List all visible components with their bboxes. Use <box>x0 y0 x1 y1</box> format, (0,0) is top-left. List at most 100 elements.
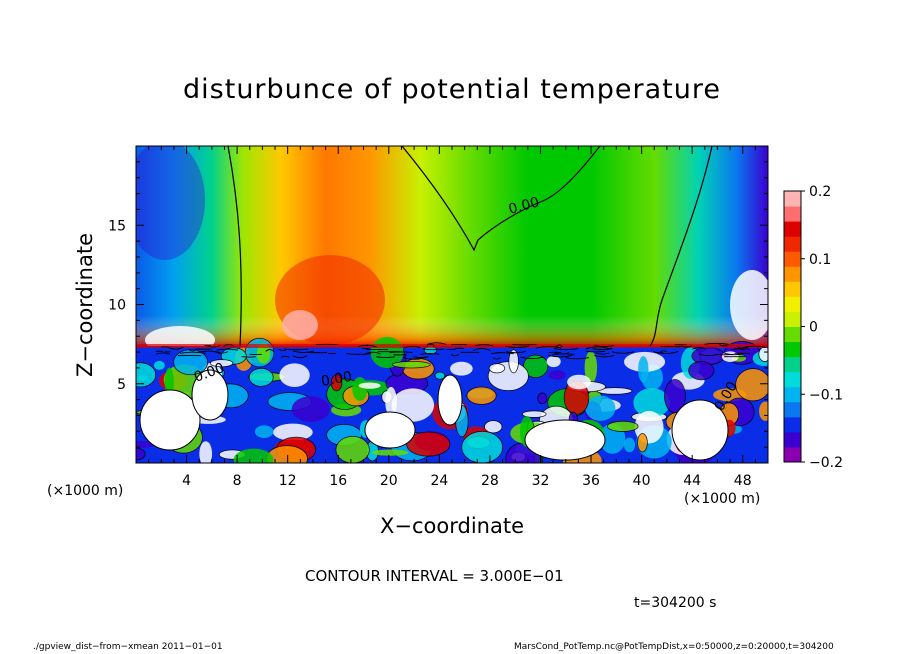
interface-contour <box>413 356 429 359</box>
interface-contour <box>536 346 562 349</box>
interface-contour <box>585 346 610 350</box>
turbulent-blob <box>567 374 591 390</box>
turbulent-blob <box>371 449 409 456</box>
x-tick-label: 44 <box>683 473 701 489</box>
interface-contour <box>213 351 229 354</box>
white-plume <box>437 374 463 426</box>
interface-contour <box>592 348 613 351</box>
turbulent-blob <box>406 431 451 457</box>
colorbar: 0.2 0.1 0 −0.1 −0.2 <box>783 184 843 471</box>
turbulent-blob <box>688 361 715 381</box>
interface-contour <box>422 348 445 351</box>
turbulent-blob <box>584 351 598 384</box>
interface-contour <box>490 352 514 355</box>
turbulent-blob <box>537 392 548 405</box>
interface-contour <box>681 345 693 348</box>
colorbar-swatch <box>784 296 801 312</box>
turbulent-blob <box>638 356 649 383</box>
turbulent-blob <box>759 401 768 421</box>
footer-right: MarsCond_PotTemp.nc@PotTempDist,x=0:5000… <box>514 642 834 652</box>
turbulent-blob <box>637 433 648 453</box>
colorbar-swatch <box>784 341 801 358</box>
interface-contour <box>188 349 197 352</box>
x-axis-unit-right: (×1000 m) <box>684 491 761 507</box>
z-tick-label: 15 <box>108 218 126 234</box>
contour-label-2: 0.00 <box>320 369 353 390</box>
zero-contour-right <box>649 146 713 347</box>
colorbar-swatch <box>784 191 801 207</box>
white-plume <box>191 369 229 421</box>
x-axis-label: X−coordinate <box>0 514 904 538</box>
upper-field-shading <box>136 146 768 346</box>
interface-contour <box>554 348 579 351</box>
colorbar-tick-label: 0.1 <box>809 252 831 268</box>
interface-contour <box>737 346 749 349</box>
turbulent-blob <box>256 343 271 364</box>
heatmap-field <box>136 146 768 463</box>
white-patch-right <box>730 270 768 340</box>
x-tick-label: 32 <box>532 473 550 489</box>
chart-title: disturbunce of potential temperature <box>183 74 721 105</box>
interface-contour <box>704 342 729 345</box>
interface-contour <box>312 351 328 354</box>
turbulent-blob <box>546 355 561 368</box>
colorbar-swatch <box>784 251 801 267</box>
turbulent-blob <box>521 410 547 418</box>
turbulent-blob <box>248 367 274 387</box>
colorbar-swatch <box>784 326 801 343</box>
interface-contour <box>205 344 221 348</box>
turbulent-blob <box>585 395 616 421</box>
colorbar-tick-label: −0.2 <box>809 455 843 471</box>
turbulent-blob <box>330 374 343 392</box>
turbulent-blob <box>548 370 567 381</box>
interface-contour <box>594 344 615 348</box>
interface-contour <box>505 346 529 348</box>
x-tick-label: 12 <box>279 473 297 489</box>
x-tick-label: 40 <box>633 473 651 489</box>
interface-contour <box>280 355 290 358</box>
interface-contour <box>376 356 395 358</box>
interface-contour <box>223 344 235 347</box>
colorbar-swatch <box>784 281 801 297</box>
turbulent-blob <box>623 437 636 453</box>
turbulent-blob <box>352 376 368 401</box>
turbulent-blob <box>664 379 686 414</box>
turbulent-blob <box>233 448 274 463</box>
time-label: t=304200 s <box>634 595 717 611</box>
colorbar-tick-label: 0 <box>809 320 818 336</box>
colorbar-swatch <box>784 431 801 448</box>
turbulent-blob <box>461 431 504 463</box>
interface-contour <box>547 355 573 358</box>
interface-contour <box>420 353 440 355</box>
interface-contour <box>216 348 239 351</box>
turbulent-blob <box>391 360 431 369</box>
colorbar-swatch <box>784 371 801 388</box>
interface-contour <box>156 352 171 355</box>
interface-contour <box>179 351 206 354</box>
turbulent-blob <box>450 361 473 376</box>
interface-contour <box>474 344 493 347</box>
x-tick-label: 48 <box>734 473 752 489</box>
turbulent-blob <box>633 388 671 418</box>
interface-contour <box>611 351 635 354</box>
white-plume <box>671 399 729 461</box>
cold-anomaly-left <box>136 146 205 260</box>
x-axis-unit-left: (×1000 m) <box>47 483 124 499</box>
interface-contour <box>719 344 729 347</box>
x-tick-label: 8 <box>233 473 242 489</box>
colorbar-swatch <box>784 236 801 252</box>
turbulent-blob <box>358 382 381 389</box>
turbulent-blob <box>335 436 370 463</box>
turbulent-blob <box>254 425 274 438</box>
turbulent-blob <box>466 386 497 405</box>
turbulent-blob <box>391 388 435 422</box>
interface-contour <box>426 343 435 346</box>
white-plume <box>139 389 201 451</box>
turbulent-blob <box>434 371 446 380</box>
colorbar-swatch <box>784 446 801 463</box>
interface-contour <box>505 351 526 354</box>
turbulent-blobs <box>136 336 768 463</box>
interface-contour <box>653 351 679 354</box>
interface-contour <box>472 348 491 351</box>
